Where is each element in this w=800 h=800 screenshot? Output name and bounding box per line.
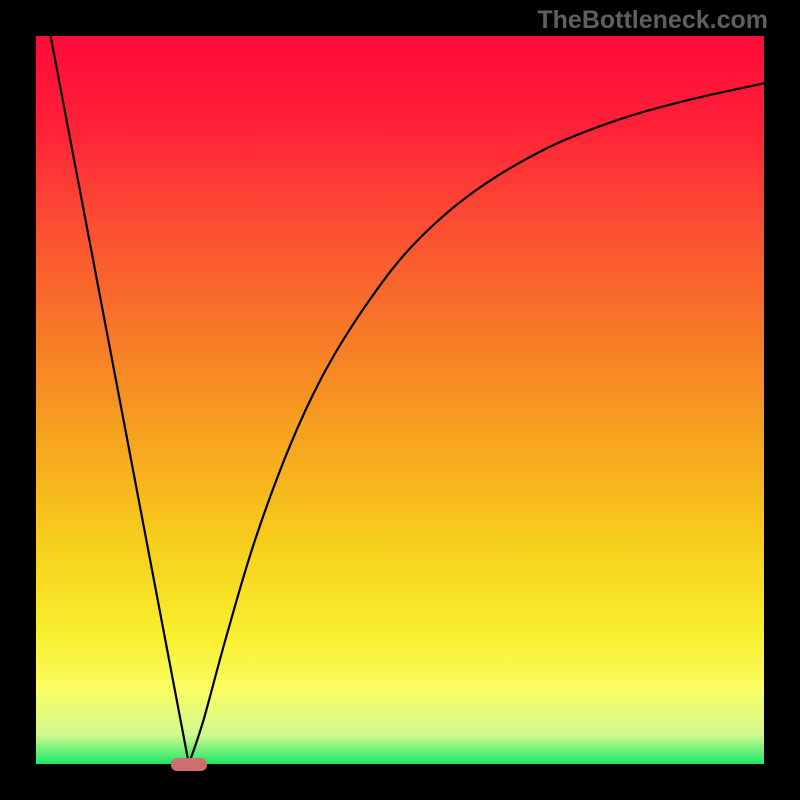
- chart-container: TheBottleneck.com: [0, 0, 800, 800]
- curve-svg: [0, 0, 800, 800]
- watermark-text: TheBottleneck.com: [537, 6, 768, 35]
- min-marker: [171, 758, 207, 771]
- curve-right-branch: [189, 83, 764, 764]
- curve-left-branch: [51, 36, 189, 764]
